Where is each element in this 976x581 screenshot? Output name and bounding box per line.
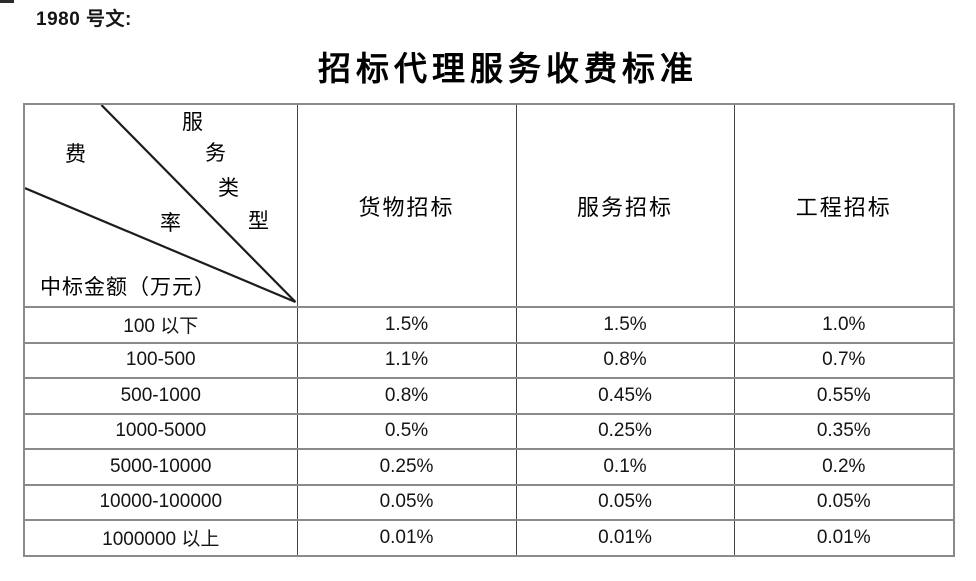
rate-cell: 0.01% bbox=[733, 519, 955, 557]
diagonal-divider-lines bbox=[25, 106, 296, 304]
table-row: 1000-5000 0.5% 0.25% 0.35% bbox=[23, 412, 955, 450]
table-row: 500-1000 0.8% 0.45% 0.55% bbox=[23, 377, 955, 415]
corner-label-service-type-char: 类 bbox=[218, 176, 239, 200]
page-edge-artifact bbox=[0, 0, 14, 3]
rate-cell: 0.45% bbox=[515, 377, 735, 415]
rate-cell: 0.05% bbox=[515, 483, 735, 521]
rate-cell: 0.1% bbox=[515, 448, 735, 486]
diagonal-line-lower bbox=[25, 187, 296, 304]
table-row: 5000-10000 0.25% 0.1% 0.2% bbox=[23, 448, 955, 486]
row-amount-cell: 100-500 bbox=[23, 341, 298, 379]
row-amount-cell: 5000-10000 bbox=[23, 448, 298, 486]
rate-cell: 0.05% bbox=[733, 483, 955, 521]
rate-cell: 0.01% bbox=[296, 519, 517, 557]
rate-cell: 1.5% bbox=[296, 306, 517, 344]
rate-cell: 1.5% bbox=[515, 306, 735, 344]
row-amount-cell: 10000-100000 bbox=[23, 483, 298, 521]
column-header-service-tender: 服务招标 bbox=[515, 103, 735, 308]
corner-label-rate-char: 费 bbox=[65, 142, 86, 166]
corner-label-service-type-char: 务 bbox=[205, 141, 226, 165]
corner-label-service-type-char: 型 bbox=[248, 209, 269, 233]
table-row: 10000-100000 0.05% 0.05% 0.05% bbox=[23, 483, 955, 521]
rate-cell: 0.8% bbox=[296, 377, 517, 415]
rate-cell: 0.05% bbox=[296, 483, 517, 521]
rate-cell: 0.25% bbox=[515, 412, 735, 450]
table-row: 1000000 以上 0.01% 0.01% 0.01% bbox=[23, 519, 955, 557]
corner-label-bid-amount: 中标金额（万元） bbox=[40, 275, 216, 299]
rate-cell: 0.5% bbox=[296, 412, 517, 450]
table-row: 100-500 1.1% 0.8% 0.7% bbox=[23, 341, 955, 379]
column-header-project-tender: 工程招标 bbox=[733, 103, 955, 308]
document-number-label: 1980 号文: bbox=[36, 9, 132, 30]
column-header-goods-tender: 货物招标 bbox=[296, 103, 517, 308]
fee-standard-table: 服 务 类 型 费 率 中标金额（万元） 货物招标 服务招标 工程招标 100 … bbox=[23, 103, 955, 557]
row-amount-cell: 1000000 以上 bbox=[23, 519, 298, 557]
row-amount-cell: 1000-5000 bbox=[23, 412, 298, 450]
rate-cell: 0.25% bbox=[296, 448, 517, 486]
table-row: 100 以下 1.5% 1.5% 1.0% bbox=[23, 306, 955, 344]
corner-label-rate-char: 率 bbox=[160, 211, 181, 235]
diagonal-line-upper bbox=[100, 106, 296, 303]
rate-cell: 0.35% bbox=[733, 412, 955, 450]
rate-cell: 1.1% bbox=[296, 341, 517, 379]
rate-cell: 0.55% bbox=[733, 377, 955, 415]
rate-cell: 0.01% bbox=[515, 519, 735, 557]
rate-cell: 0.7% bbox=[733, 341, 955, 379]
rate-cell: 0.2% bbox=[733, 448, 955, 486]
header-row: 服 务 类 型 费 率 中标金额（万元） 货物招标 服务招标 工程招标 bbox=[23, 103, 955, 308]
row-amount-cell: 500-1000 bbox=[23, 377, 298, 415]
rate-cell: 0.8% bbox=[515, 341, 735, 379]
row-amount-cell: 100 以下 bbox=[23, 306, 298, 344]
page-title: 招标代理服务收费标准 bbox=[318, 52, 698, 88]
rate-cell: 1.0% bbox=[733, 306, 955, 344]
corner-label-service-type-char: 服 bbox=[182, 110, 203, 134]
table-corner-cell: 服 务 类 型 费 率 中标金额（万元） bbox=[23, 103, 298, 308]
